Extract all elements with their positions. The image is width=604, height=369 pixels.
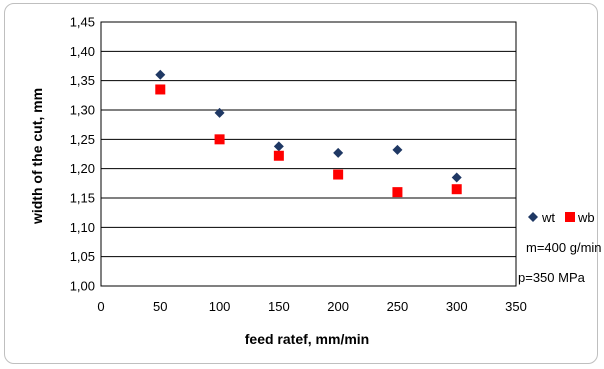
point-wt-200 xyxy=(333,147,344,158)
y-tick-label: 1,25 xyxy=(70,132,95,147)
chart-frame xyxy=(4,3,598,364)
y-tick-label: 1,20 xyxy=(70,161,95,176)
y-tick-label: 1,35 xyxy=(70,73,95,88)
legend-label-wb: wb xyxy=(577,210,595,225)
plot-area-border xyxy=(100,21,517,287)
annotation-pressure: p=350 MPa xyxy=(518,270,586,285)
point-wt-250 xyxy=(392,144,403,155)
y-tick-label: 1,05 xyxy=(70,249,95,264)
y-tick-labels: 1,00 1,05 1,10 1,15 1,20 1,25 1,30 1,35 1,40 1,45 xyxy=(70,15,95,294)
point-wt-100 xyxy=(214,107,225,118)
point-wb-50 xyxy=(155,84,166,95)
point-wb-150 xyxy=(273,150,284,161)
x-axis-title: feed ratef, mm/min xyxy=(245,331,369,347)
x-tick-label: 0 xyxy=(97,299,104,314)
y-tick-label: 1,00 xyxy=(70,279,95,294)
y-tick-label: 1,10 xyxy=(70,220,95,235)
legend-label-wt: wt xyxy=(541,210,555,225)
point-wb-200 xyxy=(333,169,344,180)
y-tick-label: 1,40 xyxy=(70,44,95,59)
x-tick-label: 150 xyxy=(268,299,290,314)
point-wt-50 xyxy=(155,69,166,80)
point-wb-300 xyxy=(451,184,462,195)
point-wt-150 xyxy=(273,141,284,152)
x-tick-labels: 0 50 100 150 200 250 300 350 xyxy=(97,299,526,314)
y-axis-title: width of the cut, mm xyxy=(29,88,45,225)
x-tick-label: 350 xyxy=(505,299,527,314)
legend: wt wb xyxy=(528,210,595,225)
x-tick-label: 200 xyxy=(327,299,349,314)
y-tick-label: 1,45 xyxy=(70,15,95,30)
point-wt-300 xyxy=(451,172,462,183)
grid-lines xyxy=(101,21,516,287)
x-tick-label: 50 xyxy=(153,299,167,314)
x-tick-label: 100 xyxy=(209,299,231,314)
annotation-mass-flow: m=400 g/min xyxy=(526,240,602,255)
x-tick-label: 250 xyxy=(387,299,409,314)
point-wb-250 xyxy=(392,187,403,198)
y-tick-label: 1,30 xyxy=(70,103,95,118)
x-tick-label: 300 xyxy=(446,299,468,314)
legend-marker-wt xyxy=(528,212,538,222)
legend-marker-wb xyxy=(565,212,575,222)
y-tick-label: 1,15 xyxy=(70,191,95,206)
point-wb-100 xyxy=(214,134,225,145)
data-points xyxy=(155,69,462,198)
